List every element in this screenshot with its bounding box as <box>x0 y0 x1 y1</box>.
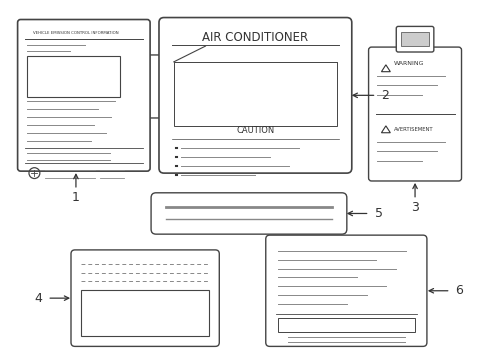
FancyBboxPatch shape <box>396 26 434 52</box>
Text: CAUTION: CAUTION <box>236 126 274 135</box>
FancyBboxPatch shape <box>159 18 352 173</box>
Bar <box>81 290 209 336</box>
Text: 5: 5 <box>374 207 383 220</box>
Text: 3: 3 <box>411 201 419 214</box>
FancyBboxPatch shape <box>71 250 220 346</box>
Bar <box>26 56 121 97</box>
Text: VEHICLE EMISSION CONTROL INFORMATION: VEHICLE EMISSION CONTROL INFORMATION <box>33 31 119 35</box>
Bar <box>174 62 337 126</box>
Polygon shape <box>381 126 391 133</box>
FancyBboxPatch shape <box>145 55 167 118</box>
FancyBboxPatch shape <box>368 47 462 181</box>
FancyBboxPatch shape <box>266 235 427 346</box>
Text: AVERTISEMENT: AVERTISEMENT <box>394 127 434 132</box>
Text: 1: 1 <box>72 191 80 204</box>
Text: 6: 6 <box>456 284 464 297</box>
Text: 4: 4 <box>34 292 42 305</box>
Polygon shape <box>381 65 391 72</box>
Bar <box>401 32 429 46</box>
Bar <box>278 318 415 332</box>
Text: 2: 2 <box>381 89 390 102</box>
Text: AIR CONDITIONER: AIR CONDITIONER <box>202 31 308 44</box>
Text: WARNING: WARNING <box>394 61 425 66</box>
FancyBboxPatch shape <box>18 19 150 171</box>
FancyBboxPatch shape <box>151 193 347 234</box>
